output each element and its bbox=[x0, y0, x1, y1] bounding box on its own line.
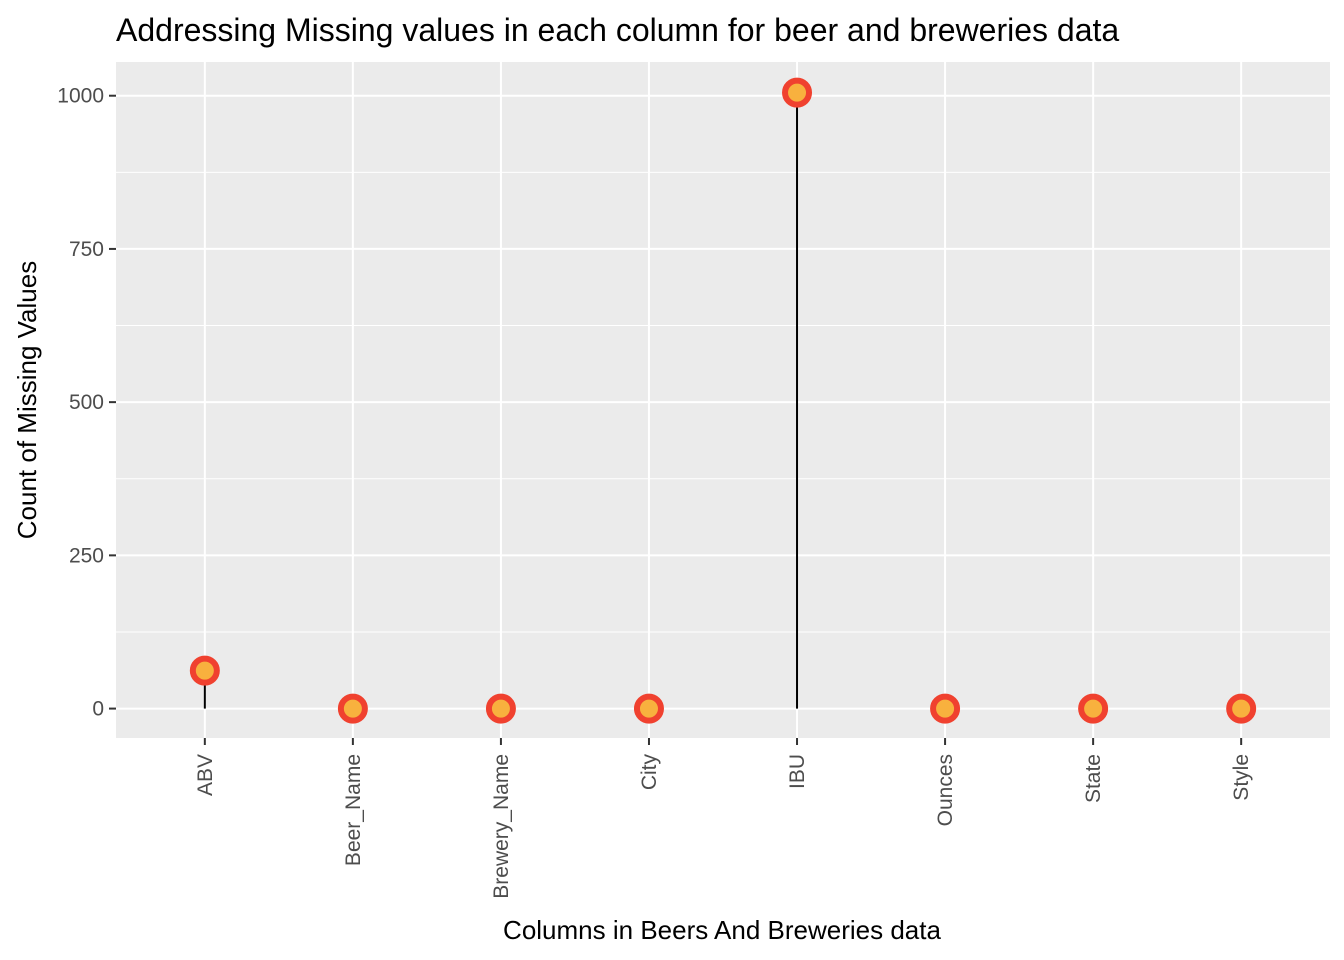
y-axis: 0 250 500 750 1000 bbox=[57, 85, 116, 721]
y-tick-label: 500 bbox=[69, 391, 104, 414]
y-tick-label: 250 bbox=[69, 544, 104, 567]
x-tick-label: Style bbox=[1230, 754, 1253, 801]
point-city bbox=[633, 693, 664, 724]
y-tick-label: 750 bbox=[69, 238, 104, 261]
x-tick-label: Beer_Name bbox=[342, 754, 365, 866]
point-state bbox=[1078, 693, 1109, 724]
plot-panel bbox=[116, 62, 1330, 738]
y-tick-label: 0 bbox=[92, 698, 104, 721]
x-tick-label: Brewery_Name bbox=[490, 754, 513, 899]
x-axis: ABV Beer_Name Brewery_Name City IBU Ounces Sta… bbox=[194, 738, 1253, 899]
data-points bbox=[189, 77, 1257, 724]
x-tick-label: City bbox=[638, 754, 661, 791]
point-ibu bbox=[782, 77, 813, 108]
point-ounces bbox=[930, 693, 961, 724]
x-tick-label: State bbox=[1082, 754, 1105, 803]
point-abv bbox=[189, 655, 220, 686]
chart-title: Addressing Missing values in each column… bbox=[116, 12, 1119, 48]
point-style bbox=[1226, 693, 1257, 724]
x-tick-label: IBU bbox=[786, 754, 809, 789]
y-axis-title: Count of Missing Values bbox=[12, 261, 42, 539]
x-axis-title: Columns in Beers And Breweries data bbox=[503, 915, 941, 945]
y-tick-label: 1000 bbox=[57, 85, 104, 108]
x-tick-label: Ounces bbox=[934, 754, 957, 826]
point-brewery_name bbox=[485, 693, 516, 724]
x-tick-label: ABV bbox=[194, 754, 217, 796]
point-beer_name bbox=[337, 693, 368, 724]
